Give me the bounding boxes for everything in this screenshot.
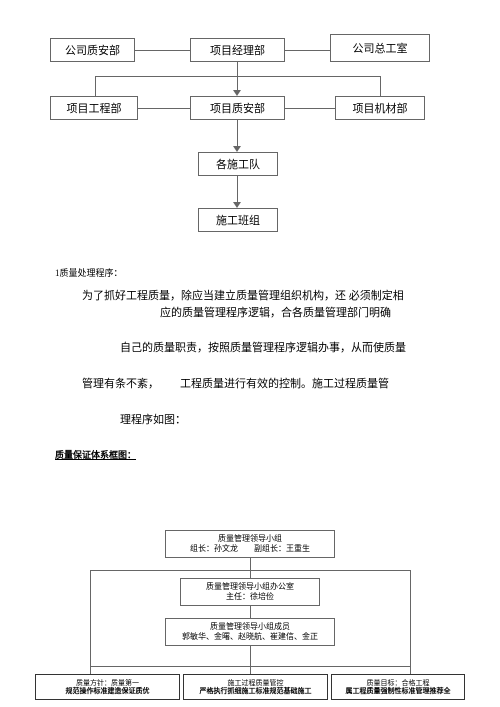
fc1-node-chief-engineer: 公司总工室 [330, 34, 430, 62]
oc-top-sub: 组长：孙文龙 副组长：王重生 [190, 544, 310, 554]
fc-line [285, 108, 335, 109]
oc-b2-title: 施工过程质量管控 [228, 679, 284, 687]
oc-line [250, 570, 251, 578]
fc-line [285, 50, 330, 51]
paragraph-line3a: 管理有条不紊， [82, 376, 159, 394]
oc-mid1-box: 质量管理领导小组办公室 主任：徐培俭 [180, 578, 320, 606]
paragraph-line2: 自己的质量职责，按照质量管理程序逻辑办事，从而使质量 [120, 340, 460, 358]
fc-line [138, 108, 190, 109]
fc-line [237, 62, 238, 92]
oc-line [90, 666, 91, 674]
oc-line [250, 606, 251, 618]
oc-top-title: 质量管理领导小组 [218, 534, 282, 544]
fc1-node-project-qa: 项目质安部 [190, 96, 285, 120]
oc-b1-title: 质量方针：质量第一 [76, 679, 139, 687]
paragraph-line1b: 应的质量管理程序逻辑，合各质量管理部门明确 [160, 305, 460, 323]
fc-line [380, 76, 381, 96]
fc-line [95, 76, 380, 77]
oc-b3-title: 质量目标：合格工程 [367, 679, 430, 687]
oc-bottom-box2: 施工过程质量管控 严格执行抓细施工标准规范基础施工 [183, 674, 328, 700]
oc-mid2-box: 质量管理领导小组成员 郭敏华、金曙、赵晓航、崔建信、金正 [165, 618, 335, 646]
section-label-assurance: 质量保证体系框图： [55, 448, 136, 461]
oc-bottom-box3: 质量目标：合格工程 属工程质量强制性标准管理推荐全 [331, 674, 465, 700]
oc-top-box: 质量管理领导小组 组长：孙文龙 副组长：王重生 [165, 530, 335, 558]
oc-mid2-title: 质量管理领导小组成员 [210, 622, 290, 632]
fc-line [95, 76, 96, 96]
oc-line [410, 666, 411, 674]
fc1-node-project-eng: 项目工程部 [50, 96, 138, 120]
oc-bottom-box1: 质量方针：质量第一 规范操作标准建造保证质优 [35, 674, 180, 700]
oc-line [250, 558, 251, 570]
oc-mid2-sub: 郭敏华、金曙、赵晓航、崔建信、金正 [182, 632, 318, 642]
orgchart-quality-assurance: 质量管理领导小组 组长：孙文龙 副组长：王重生 质量管理领导小组办公室 主任：徐… [35, 530, 465, 705]
oc-mid1-sub: 主任：徐培俭 [226, 592, 274, 602]
paragraph-line3b: 工程质量进行有效的控制。施工过程质量管 [180, 376, 389, 394]
oc-b3-sub: 属工程质量强制性标准管理推荐全 [346, 687, 451, 695]
paragraph-line4: 理程序如图： [120, 412, 186, 430]
oc-b2-sub: 严格执行抓细施工标准规范基础施工 [200, 687, 312, 695]
fc1-node-project-manager: 项目经理部 [190, 38, 285, 62]
fc-line [237, 176, 238, 204]
fc1-node-construction-group: 施工班组 [198, 208, 278, 232]
oc-b1-sub: 规范操作标准建造保证质优 [66, 687, 150, 695]
fc-line [135, 50, 190, 51]
paragraph-line1: 为了抓好工程质量，除应当建立质量管理组织机构，还 必须制定相 [82, 288, 452, 306]
oc-line [250, 646, 251, 666]
flowchart-org-structure: 公司质安部 项目经理部 公司总工室 项目工程部 项目质安部 项目机材部 各施工队… [50, 38, 450, 243]
oc-line [250, 666, 251, 674]
fc1-node-construction-team: 各施工队 [198, 152, 278, 176]
section-label-procedure: 1质量处理程序： [55, 266, 123, 279]
fc1-node-company-qa: 公司质安部 [50, 38, 135, 62]
fc-line [237, 120, 238, 148]
oc-mid1-title: 质量管理领导小组办公室 [206, 582, 294, 592]
fc1-node-project-materials: 项目机材部 [335, 96, 425, 120]
